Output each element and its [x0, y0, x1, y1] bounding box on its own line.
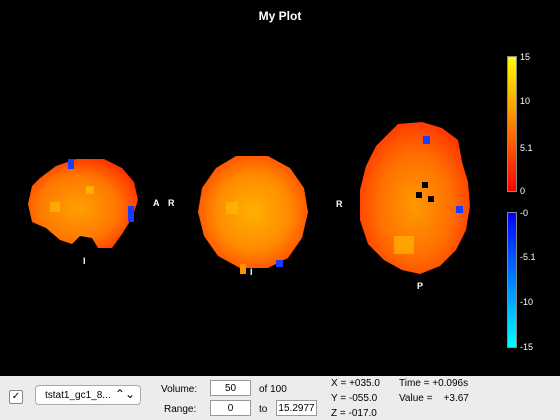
- colorbar-tick: 5.1: [520, 143, 533, 153]
- control-panel: ✓ tstat1_gc1_8... ⌃⌄ Volume: 50 of 100 R…: [0, 376, 560, 420]
- orient-label-p: P: [417, 281, 424, 291]
- colorbar-tick: 10: [520, 96, 531, 106]
- colorbar-tick: -0: [520, 208, 529, 218]
- colorbar-tick: -10: [520, 297, 534, 307]
- time-readout: Time = +0.096s: [399, 378, 469, 389]
- colorbar-tick: 0: [520, 186, 526, 196]
- orient-label-r2: R: [336, 199, 343, 209]
- plot-title: My Plot: [258, 9, 302, 23]
- z-coordinate: Z = -017.0: [331, 408, 377, 419]
- coronal-slice[interactable]: [196, 152, 310, 276]
- sagittal-slice[interactable]: [26, 156, 150, 254]
- volume-input[interactable]: 50: [210, 380, 251, 396]
- orient-label-i: I: [83, 256, 86, 266]
- overlay-checkbox[interactable]: ✓: [9, 390, 23, 404]
- volume-label: Volume:: [161, 384, 198, 395]
- dataset-select-label: tstat1_gc1_8...: [45, 390, 111, 401]
- colorbar-positive: [507, 56, 517, 192]
- range-min-input[interactable]: 0: [210, 400, 251, 416]
- select-arrows-icon: ⌃⌄: [114, 387, 135, 401]
- y-coordinate: Y = -055.0: [331, 393, 378, 404]
- orient-label-i2: I: [250, 267, 253, 277]
- axial-slice[interactable]: [358, 120, 472, 276]
- brain-viewer[interactable]: My Plot: [0, 0, 560, 376]
- orient-label-a: A: [153, 198, 160, 208]
- orient-label-r: R: [168, 198, 175, 208]
- colorbar-negative: [507, 212, 517, 348]
- x-coordinate: X = +035.0: [331, 378, 380, 389]
- dataset-select[interactable]: tstat1_gc1_8... ⌃⌄: [35, 385, 141, 405]
- volume-total: of 100: [259, 384, 287, 395]
- colorbar-tick: 15: [520, 52, 531, 62]
- range-max-input[interactable]: 15.2977: [276, 400, 317, 416]
- value-readout: Value = +3.67: [399, 393, 469, 404]
- range-label: Range:: [164, 404, 197, 415]
- colorbar-tick: -15: [520, 342, 534, 352]
- range-to-label: to: [259, 404, 268, 415]
- colorbar-tick: -5.1: [520, 252, 536, 262]
